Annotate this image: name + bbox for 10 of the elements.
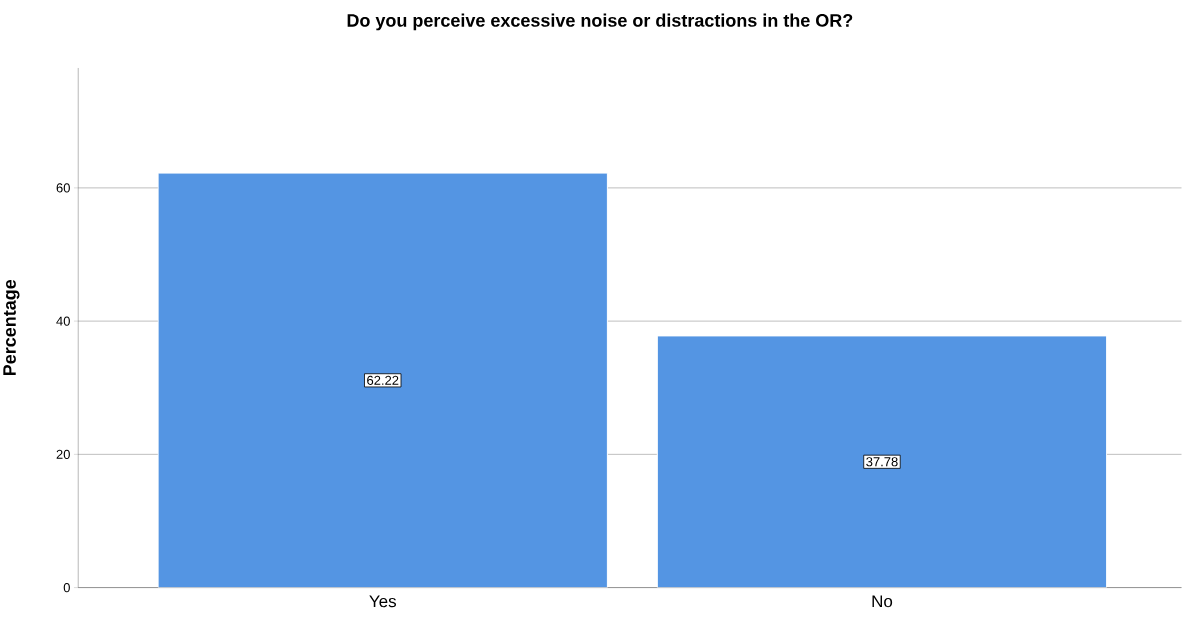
y-tick-label: 60 (56, 183, 70, 193)
data-label: 62.22 (367, 375, 399, 386)
y-axis-title: Percentage (3, 280, 20, 376)
data-label: 37.78 (866, 457, 898, 467)
y-tick-label: 40 (56, 316, 70, 326)
x-tick-label: Yes (369, 595, 397, 608)
chart-title: Do you perceive excessive noise or distractions in the OR? (347, 13, 853, 31)
x-tick-label: No (872, 595, 893, 608)
y-tick-label: 0 (63, 583, 70, 593)
y-tick-label: 20 (56, 449, 70, 460)
